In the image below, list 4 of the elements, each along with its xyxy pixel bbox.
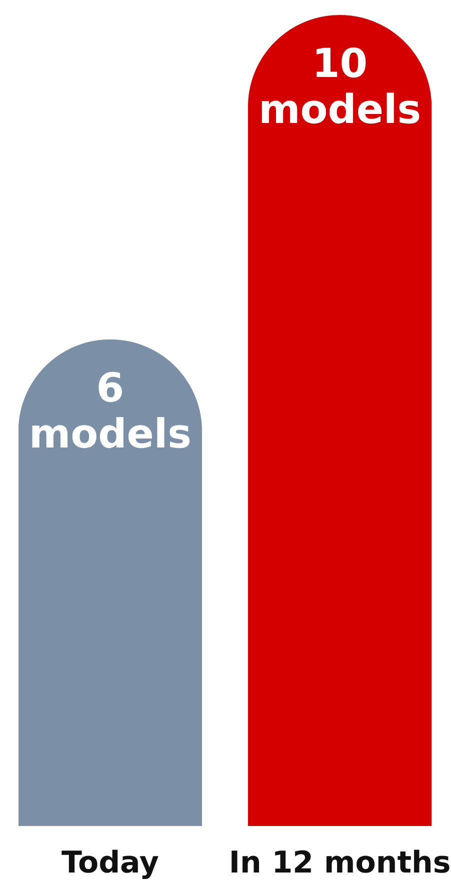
x-tick-label: In 12 months [228,846,451,880]
data-label: 10 models [258,41,422,133]
x-tick-label: Today [61,846,160,880]
data-label: 6 models [28,365,192,458]
